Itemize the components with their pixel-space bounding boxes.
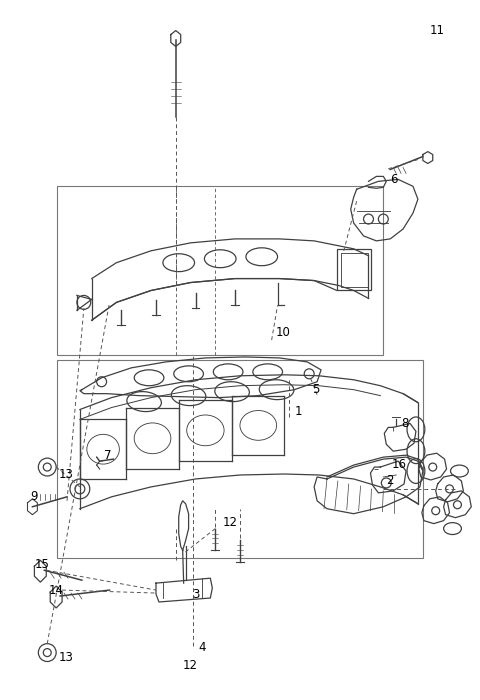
Text: 1: 1 bbox=[294, 405, 302, 418]
Text: 13: 13 bbox=[59, 651, 74, 664]
Text: 15: 15 bbox=[35, 558, 49, 570]
Text: 16: 16 bbox=[391, 458, 406, 470]
Text: 12: 12 bbox=[183, 659, 198, 672]
Text: 13: 13 bbox=[59, 468, 74, 480]
Text: 7: 7 bbox=[104, 449, 111, 462]
Text: 8: 8 bbox=[401, 417, 408, 430]
Text: 3: 3 bbox=[192, 587, 200, 601]
Bar bbox=[337, 248, 372, 290]
Text: 9: 9 bbox=[30, 490, 38, 503]
Text: 12: 12 bbox=[222, 516, 237, 529]
Text: 2: 2 bbox=[386, 475, 394, 487]
Text: 5: 5 bbox=[312, 383, 319, 396]
Bar bbox=[341, 253, 369, 286]
Bar bbox=[57, 360, 423, 559]
Text: 10: 10 bbox=[276, 326, 290, 339]
Text: 14: 14 bbox=[48, 584, 63, 596]
Text: 4: 4 bbox=[199, 641, 206, 654]
Bar bbox=[57, 186, 384, 355]
Text: 11: 11 bbox=[430, 24, 445, 37]
Text: 6: 6 bbox=[390, 173, 398, 186]
